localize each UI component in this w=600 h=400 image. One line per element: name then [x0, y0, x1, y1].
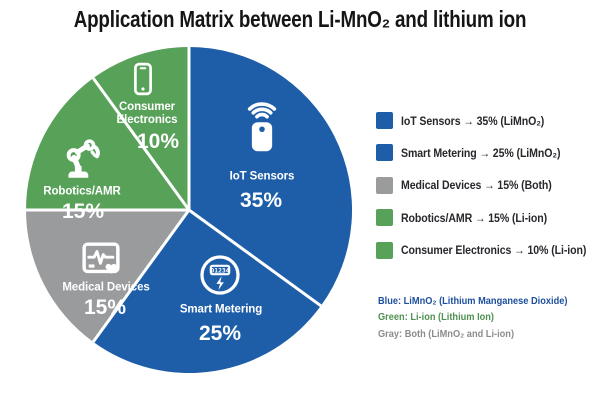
- slice-divider: [91, 209, 191, 343]
- color-key-note: Green: Li-ion (Lithium Ion): [378, 311, 495, 324]
- color-key-notes: Blue: LiMnO₂ (Lithium Manganese Dioxide)…: [378, 293, 593, 342]
- pie-slice-robotics-amr: [25, 78, 189, 210]
- legend-item: Robotics/AMR → 15% (Li-ion): [376, 209, 600, 227]
- legend-item: Consumer Electronics → 10% (Li-ion): [376, 241, 600, 259]
- legend-item-label: Medical Devices → 15% (Both): [401, 178, 552, 193]
- slice-divider: [91, 77, 191, 211]
- legend-item: Smart Metering → 25% (LiMnO₂): [376, 144, 600, 162]
- slice-divider: [188, 208, 322, 308]
- color-key-note: Blue: LiMnO₂ (Lithium Manganese Dioxide): [378, 295, 568, 307]
- legend-swatch: [376, 209, 393, 227]
- legend-item: Medical Devices → 15% (Both): [376, 176, 600, 194]
- pie-slice-iot-sensors: [189, 47, 353, 306]
- legend-swatch: [376, 241, 393, 259]
- pie-slice-medical-devices: [25, 210, 189, 342]
- legend-item-label: Smart Metering → 25% (LiMnO₂): [401, 145, 561, 160]
- legend-item: IoT Sensors → 35% (LiMnO₂): [376, 112, 600, 129]
- legend: IoT Sensors → 35% (LiMnO₂) Smart Metering…: [376, 112, 600, 259]
- legend-item-label: Robotics/AMR → 15% (Li-ion): [401, 210, 548, 225]
- pie-slice-consumer-electronics: [93, 46, 189, 210]
- legend-swatch: [376, 144, 393, 162]
- color-key-note: Gray: Both (LiMnO₂ and Li-ion): [378, 327, 515, 340]
- legend-swatch: [376, 176, 393, 194]
- legend-item-label: IoT Sensors → 35% (LiMnO₂): [401, 113, 545, 128]
- chart-title: Application Matrix between Li-MnO₂ and l…: [73, 6, 527, 32]
- legend-swatch: [376, 112, 393, 129]
- legend-item-label: Consumer Electronics → 10% (Li-ion): [401, 243, 587, 258]
